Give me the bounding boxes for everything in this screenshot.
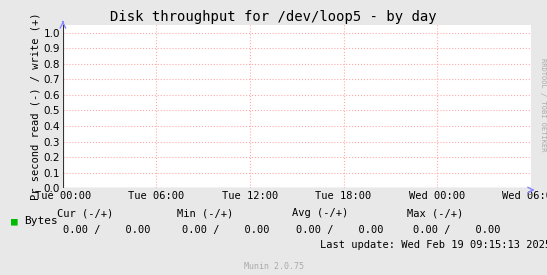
Text: 0.00 /    0.00: 0.00 / 0.00 xyxy=(182,225,269,235)
Text: 0.00 /    0.00: 0.00 / 0.00 xyxy=(413,225,501,235)
Text: Max (-/+): Max (-/+) xyxy=(407,208,463,218)
Y-axis label: Pr second read (-) / write (+): Pr second read (-) / write (+) xyxy=(31,13,41,200)
Text: Munin 2.0.75: Munin 2.0.75 xyxy=(243,262,304,271)
Text: 0.00 /    0.00: 0.00 / 0.00 xyxy=(296,225,384,235)
Text: 0.00 /    0.00: 0.00 / 0.00 xyxy=(63,225,150,235)
Text: Avg (-/+): Avg (-/+) xyxy=(292,208,348,218)
Text: ■: ■ xyxy=(11,216,18,226)
Text: RRDTOOL / TOBI OETIKER: RRDTOOL / TOBI OETIKER xyxy=(540,58,546,151)
Text: Bytes: Bytes xyxy=(25,216,59,226)
Text: Disk throughput for /dev/loop5 - by day: Disk throughput for /dev/loop5 - by day xyxy=(110,10,437,24)
Text: Cur (-/+): Cur (-/+) xyxy=(57,208,113,218)
Text: Min (-/+): Min (-/+) xyxy=(177,208,233,218)
Text: Last update: Wed Feb 19 09:15:13 2025: Last update: Wed Feb 19 09:15:13 2025 xyxy=(320,240,547,250)
